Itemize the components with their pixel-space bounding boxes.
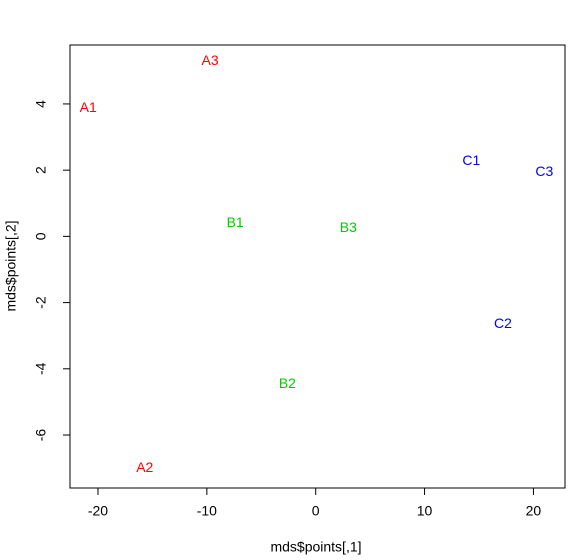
point-label: C3 [535, 163, 553, 179]
point-label: C2 [494, 315, 512, 331]
point-label: A3 [202, 52, 219, 68]
y-axis-label: mds$points[,2] [3, 220, 19, 311]
y-tick-label: 2 [33, 166, 49, 174]
x-tick-label: 20 [526, 503, 542, 519]
point-label: B1 [227, 214, 244, 230]
x-axis-label: mds$points[,1] [270, 539, 361, 555]
x-tick-label: 10 [417, 503, 433, 519]
point-label: A2 [136, 459, 153, 475]
point-label: C1 [462, 152, 480, 168]
point-label: A1 [80, 99, 97, 115]
y-tick-label: -2 [33, 296, 49, 309]
x-tick-label: -20 [88, 503, 108, 519]
y-tick-label: 0 [33, 232, 49, 240]
x-tick-label: -10 [197, 503, 217, 519]
point-label: B2 [279, 375, 296, 391]
plot-box [69, 44, 566, 489]
x-tick-label: 0 [312, 503, 320, 519]
y-tick-label: 4 [33, 100, 49, 108]
point-label: B3 [340, 219, 357, 235]
y-tick-label: -6 [33, 429, 49, 442]
y-tick-label: -4 [33, 362, 49, 375]
